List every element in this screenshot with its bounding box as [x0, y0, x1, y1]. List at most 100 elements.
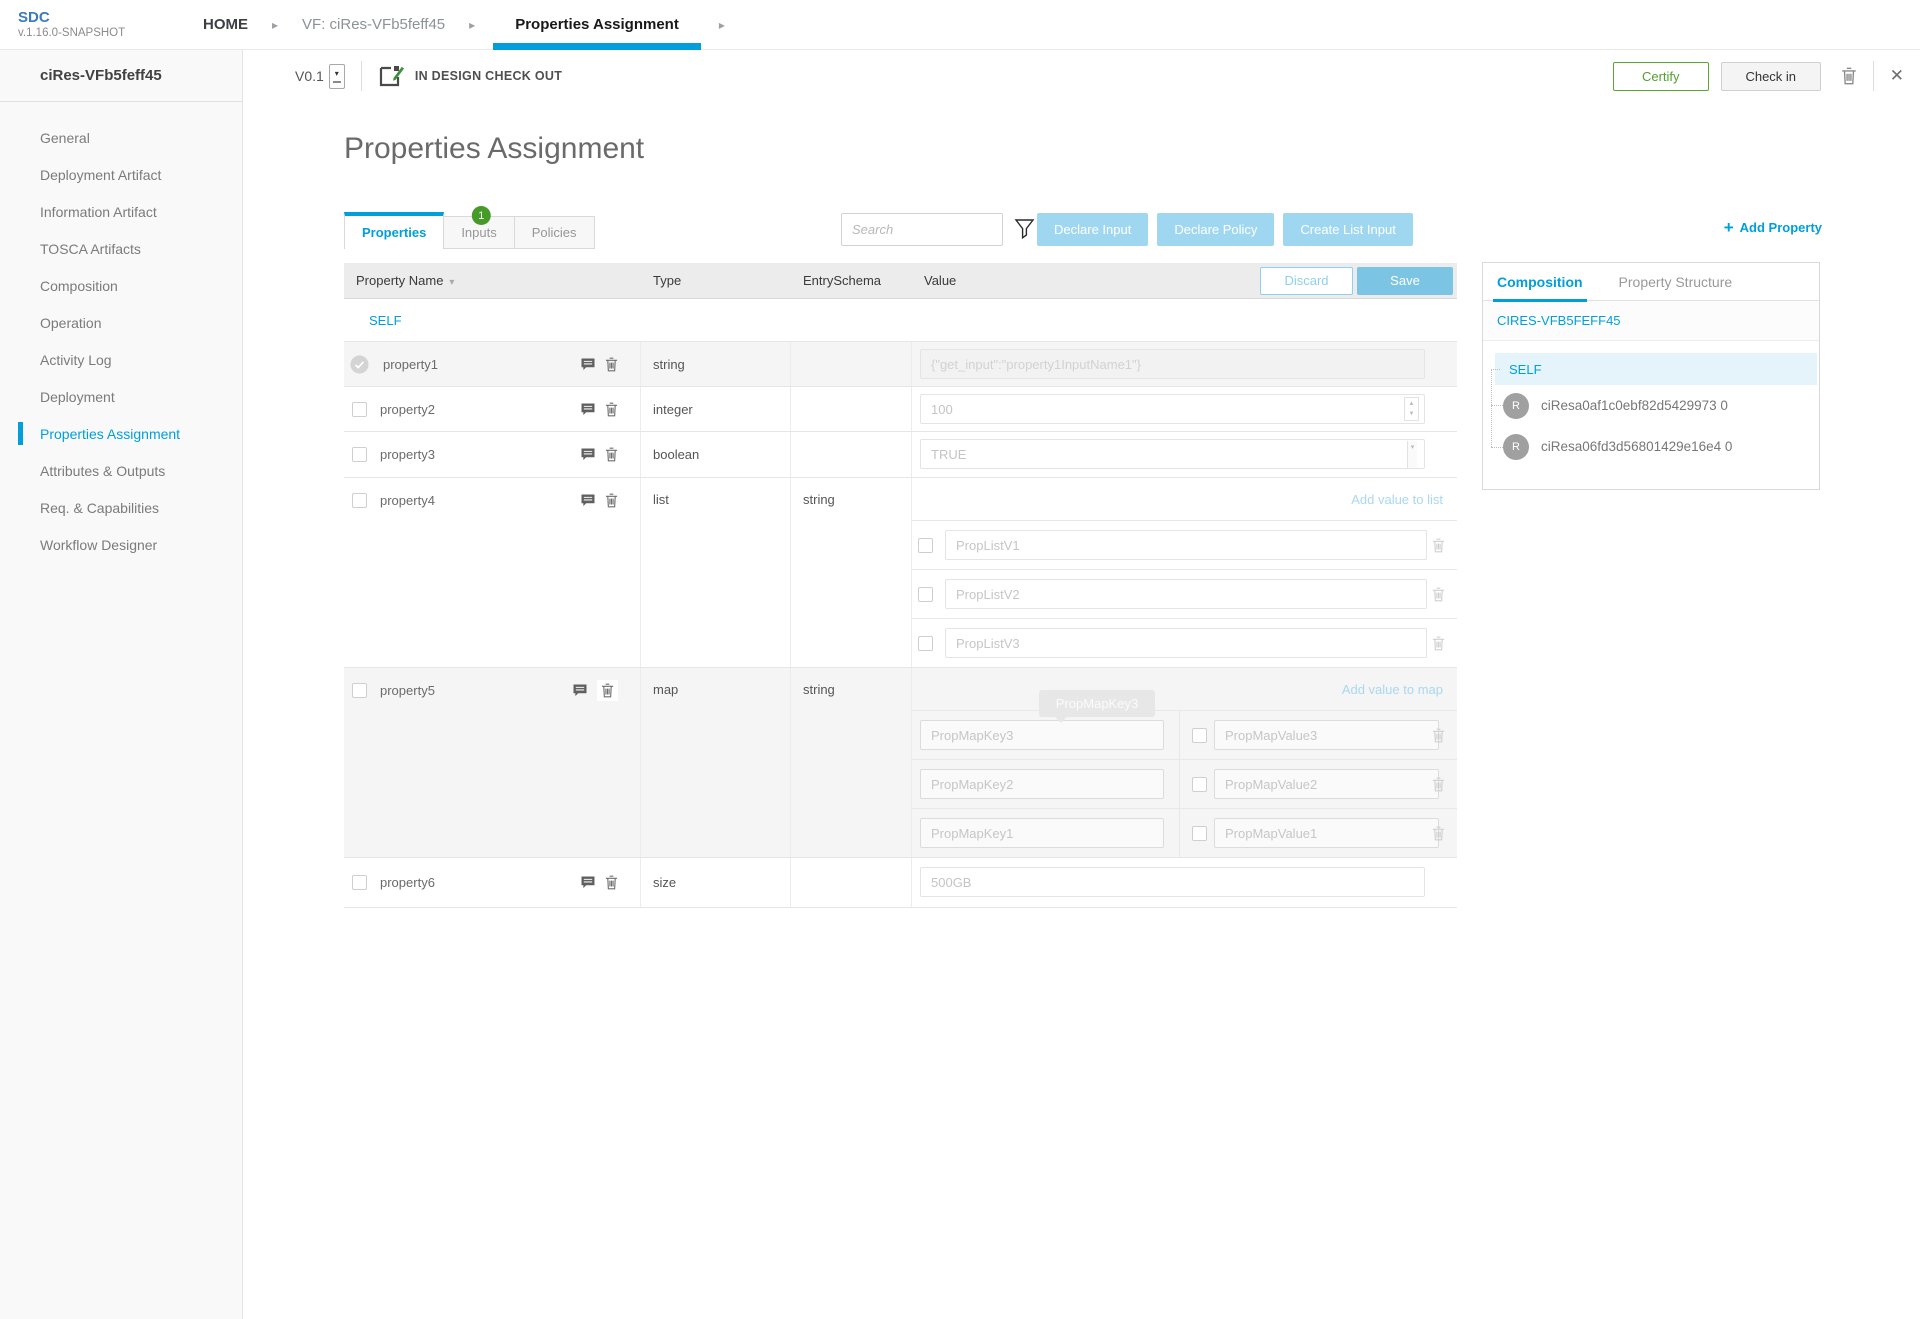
declare-policy-button[interactable]: Declare Policy [1157, 213, 1275, 246]
composition-panel: Composition Property Structure CIRES-VFB… [1482, 262, 1820, 490]
comment-icon[interactable] [581, 494, 595, 507]
comment-icon[interactable] [581, 876, 595, 889]
map-value-input[interactable] [1214, 720, 1439, 750]
trash-icon[interactable] [605, 447, 618, 462]
trash-icon[interactable] [1432, 826, 1445, 841]
property-value-select[interactable] [920, 439, 1425, 469]
map-entry-row [912, 710, 1457, 759]
map-value-input[interactable] [1214, 818, 1439, 848]
property-value-input[interactable] [920, 867, 1425, 897]
number-stepper[interactable]: ▲ ▼ [1404, 397, 1419, 421]
trash-icon[interactable] [597, 680, 618, 701]
sidebar-item-deployment-artifact[interactable]: Deployment Artifact [40, 166, 162, 183]
map-entry-checkbox[interactable] [1192, 776, 1207, 792]
sidebar-item-activity-log[interactable]: Activity Log [40, 351, 112, 368]
comment-icon[interactable] [581, 357, 595, 371]
composition-panel-tabs: Composition Property Structure [1483, 263, 1819, 302]
list-value-input[interactable] [945, 628, 1427, 658]
property-name: property4 [380, 493, 435, 508]
map-value-input[interactable] [1214, 769, 1439, 799]
declare-input-button[interactable]: Declare Input [1037, 213, 1149, 246]
sidebar-item-deployment[interactable]: Deployment [40, 388, 115, 405]
trash-icon[interactable] [605, 402, 618, 417]
sidebar: General Deployment Artifact Information … [0, 102, 243, 1319]
map-entry-checkbox[interactable] [1192, 825, 1207, 841]
close-icon[interactable]: ✕ [1889, 66, 1904, 85]
sidebar-item-properties-assignment[interactable]: Properties Assignment [0, 415, 242, 452]
list-value-input[interactable] [945, 530, 1427, 560]
composition-root[interactable]: CIRES-VFB5FEFF45 [1483, 301, 1819, 341]
table-row: property6 size [344, 858, 1457, 908]
dropdown-arrow-icon: ▾ [1407, 441, 1417, 468]
divider [1872, 61, 1874, 91]
list-item-checkbox[interactable] [918, 537, 933, 553]
tab-properties[interactable]: Properties [344, 212, 445, 249]
map-entry-checkbox[interactable] [1192, 727, 1207, 743]
tree-item-instance[interactable]: R ciResa0af1c0ebf82d5429973 0 [1483, 385, 1819, 426]
row-checkbox[interactable] [352, 447, 367, 462]
sidebar-item-tosca-artifacts[interactable]: TOSCA Artifacts [40, 240, 141, 257]
breadcrumb-properties-assignment[interactable]: Properties Assignment [493, 0, 701, 50]
trash-icon[interactable] [605, 357, 618, 372]
sidebar-item-general[interactable]: General [40, 129, 90, 146]
row-checkbox[interactable] [352, 875, 367, 890]
tab-property-structure[interactable]: Property Structure [1618, 273, 1733, 290]
trash-icon[interactable] [605, 875, 618, 890]
filter-icon[interactable] [1014, 218, 1035, 240]
property-entry-schema [791, 432, 912, 477]
trash-icon[interactable] [605, 493, 618, 508]
discard-button[interactable]: Discard [1260, 266, 1353, 295]
sidebar-item-req-capabilities[interactable]: Req. & Capabilities [40, 499, 160, 516]
sidebar-item-workflow-designer[interactable]: Workflow Designer [40, 536, 158, 553]
comment-icon[interactable] [581, 448, 595, 461]
row-checkbox[interactable] [352, 683, 367, 698]
map-key-input[interactable] [920, 769, 1164, 799]
row-checkbox[interactable] [352, 493, 367, 508]
tree-item-instance[interactable]: R ciResa06fd3d56801429e16e4 0 [1483, 426, 1819, 467]
sidebar-item-composition[interactable]: Composition [40, 277, 118, 294]
create-list-input-button[interactable]: Create List Input [1283, 213, 1413, 246]
trash-icon[interactable] [1432, 636, 1445, 651]
delete-icon[interactable] [1841, 67, 1857, 85]
chevron-right-icon: ▸ [272, 17, 279, 32]
list-item-checkbox[interactable] [918, 635, 933, 651]
list-value-input[interactable] [945, 579, 1427, 609]
trash-icon[interactable] [1432, 587, 1445, 602]
add-value-to-map-link[interactable]: Add value to map [1341, 681, 1443, 697]
version-selector[interactable]: ▾ [328, 63, 345, 89]
resource-avatar: R [1503, 392, 1529, 419]
map-key-input[interactable] [920, 720, 1164, 750]
add-property-button[interactable]: + Add Property [1724, 219, 1822, 236]
tab-inputs[interactable]: Inputs 1 [444, 206, 515, 249]
sidebar-item-information-artifact[interactable]: Information Artifact [40, 203, 157, 220]
add-value-to-list-link[interactable]: Add value to list [1351, 491, 1443, 507]
property-type: string [641, 342, 791, 386]
trash-icon[interactable] [1432, 538, 1445, 553]
save-button[interactable]: Save [1357, 266, 1453, 295]
search-input[interactable] [842, 222, 1036, 237]
list-item-checkbox[interactable] [918, 586, 933, 602]
map-key-input[interactable] [920, 818, 1164, 848]
comment-icon[interactable] [573, 684, 587, 697]
trash-icon[interactable] [1432, 728, 1445, 743]
property-value-input[interactable] [920, 394, 1425, 424]
property-entry-schema [791, 858, 912, 907]
self-group-row[interactable]: SELF [344, 299, 1457, 342]
sdc-logo[interactable]: SDC v.1.16.0-SNAPSHOT [0, 0, 197, 49]
comment-icon[interactable] [581, 402, 595, 416]
breadcrumb-home[interactable]: HOME [203, 16, 248, 33]
column-property-name[interactable]: Property Name ▾ [356, 273, 455, 288]
row-checkbox[interactable] [352, 401, 367, 417]
tab-composition[interactable]: Composition [1493, 263, 1587, 302]
sidebar-item-attributes-outputs[interactable]: Attributes & Outputs [40, 462, 166, 479]
top-nav: SDC v.1.16.0-SNAPSHOT HOME ▸ VF: ciRes-V… [0, 0, 1920, 50]
declared-check-icon [349, 354, 370, 375]
sidebar-item-operation[interactable]: Operation [40, 314, 102, 331]
certify-button[interactable]: Certify [1612, 61, 1709, 91]
tree-item-self[interactable]: SELF [1495, 353, 1817, 385]
checkin-button[interactable]: Check in [1720, 61, 1821, 91]
tab-policies[interactable]: Policies [514, 216, 595, 249]
breadcrumb-vf[interactable]: VF: ciRes-VFb5feff45 [302, 16, 446, 33]
property-entry-schema: string [791, 478, 912, 667]
trash-icon[interactable] [1432, 777, 1445, 792]
